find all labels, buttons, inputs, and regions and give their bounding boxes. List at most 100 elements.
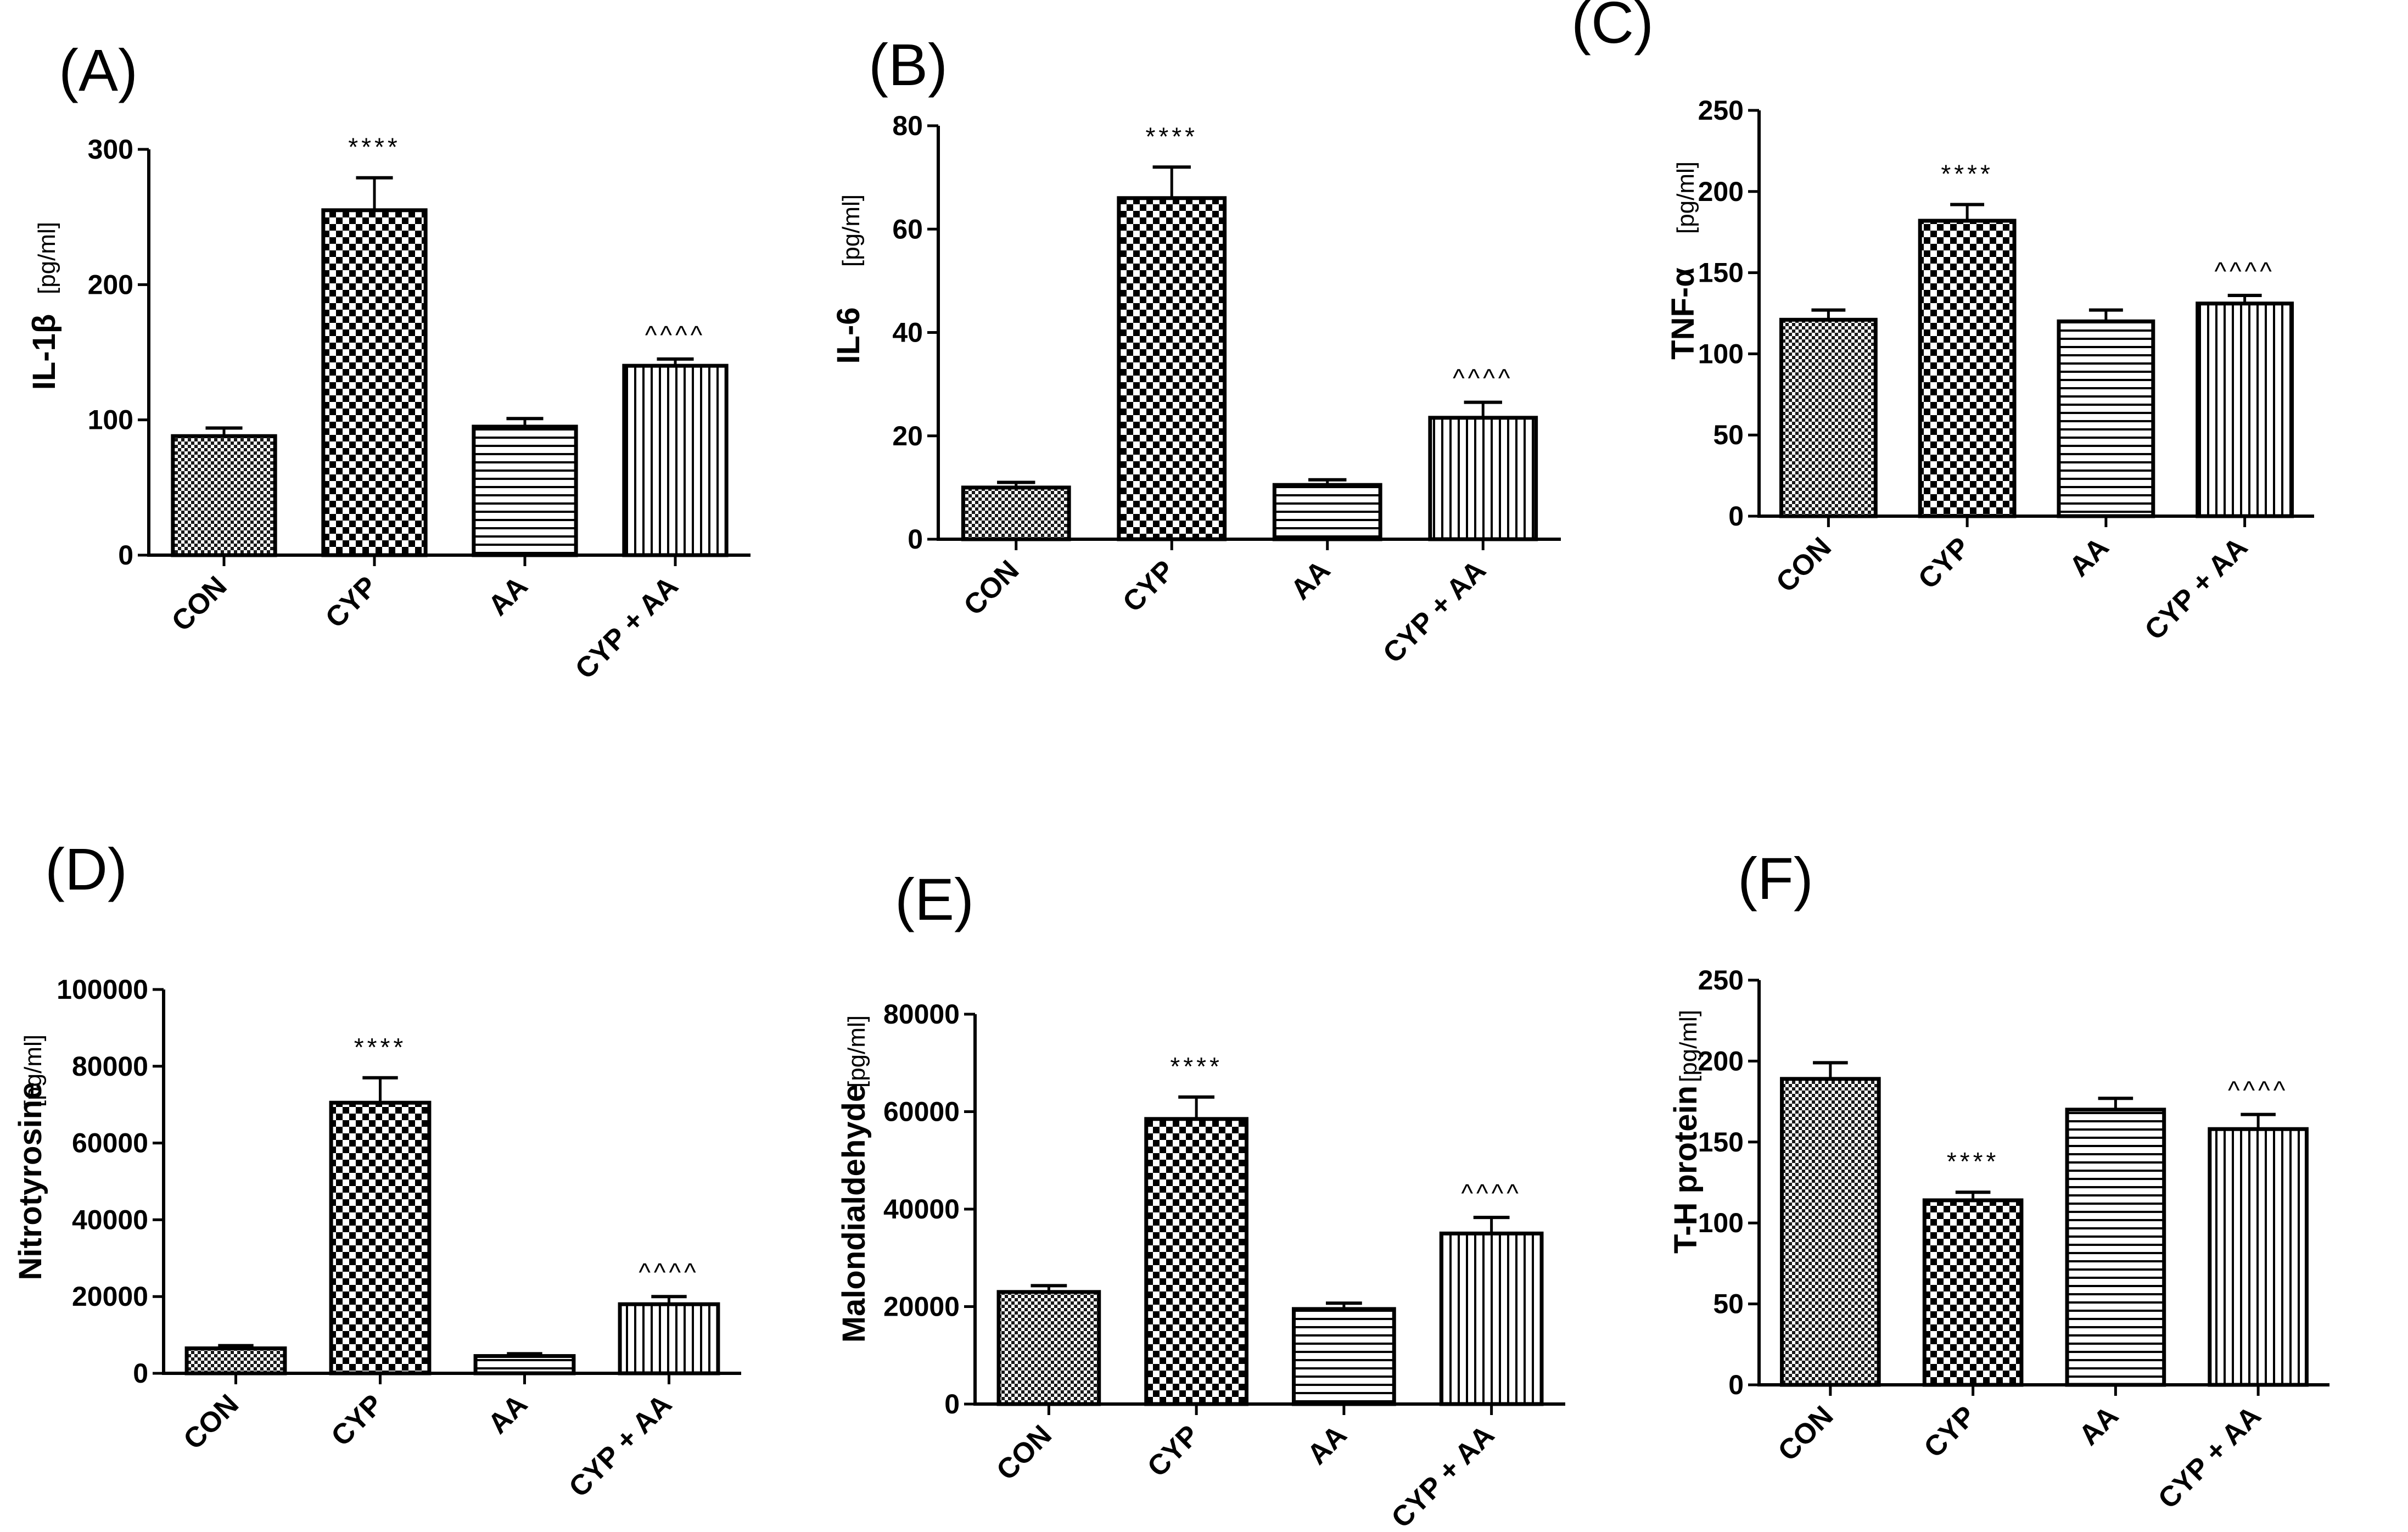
y-tick-label: 0 xyxy=(1728,501,1744,532)
x-tick-label: CYP xyxy=(1918,1400,1982,1464)
x-tick-label: AA xyxy=(2073,1400,2125,1451)
y-tick-label: 100000 xyxy=(57,974,148,1005)
bar-cyp-aa xyxy=(2196,301,2294,518)
significance-stars: **** xyxy=(1145,122,1198,150)
y-tick-label: 20000 xyxy=(883,1291,960,1322)
chart-panel-a: (A) IL-1β [pg/ml] 0 100 200 300 CON CYP **** AA CYP… xyxy=(26,37,751,685)
x-tick-label: AA xyxy=(2063,531,2115,583)
y-tick-label: 100 xyxy=(1698,1207,1744,1238)
significance-caret: ^^^^ xyxy=(645,321,705,349)
bar-cyp xyxy=(321,208,428,557)
significance-stars: **** xyxy=(1941,159,1993,188)
x-tick-label: CON xyxy=(177,1388,245,1456)
y-axis-unit: [pg/ml] xyxy=(838,194,865,267)
x-tick-label: CON xyxy=(958,554,1026,622)
y-axis-label: IL-1β xyxy=(26,314,62,390)
bar-cyp xyxy=(1117,196,1227,541)
bar-cyp-aa xyxy=(1428,416,1538,541)
y-tick-label: 200 xyxy=(1698,176,1744,207)
y-tick-label: 250 xyxy=(1698,965,1744,996)
significance-stars: **** xyxy=(1947,1147,2000,1176)
y-tick-label: 300 xyxy=(88,134,133,165)
significance-stars: **** xyxy=(348,133,401,161)
x-tick-label: CYP xyxy=(1912,531,1976,595)
y-axis-unit: [pg/ml] xyxy=(1675,1010,1702,1082)
y-tick-label: 60000 xyxy=(883,1097,960,1127)
x-tick-label: CYP xyxy=(1117,554,1181,618)
bar-aa xyxy=(472,424,578,557)
y-tick-label: 0 xyxy=(944,1389,960,1419)
panel-label: (C) xyxy=(1571,0,1654,55)
x-tick-label: CYP + AA xyxy=(569,570,685,685)
x-tick-label: AA xyxy=(1285,554,1336,606)
y-axis-unit: [pg/ml] xyxy=(1672,161,1699,234)
y-tick-label: 150 xyxy=(1698,1127,1744,1158)
bar-cyp xyxy=(1144,1117,1248,1406)
x-tick-label: CON xyxy=(1772,1400,1840,1467)
x-tick-label: CYP + AA xyxy=(563,1388,678,1503)
significance-caret: ^^^^ xyxy=(2214,257,2275,286)
x-tick-label: CYP + AA xyxy=(1377,554,1492,669)
x-tick-label: CON xyxy=(1770,531,1838,599)
y-tick-label: 20000 xyxy=(72,1281,148,1312)
bar-cyp-aa xyxy=(2208,1127,2309,1387)
bar-aa xyxy=(2065,1108,2166,1387)
significance-caret: ^^^^ xyxy=(639,1258,699,1287)
y-tick-label: 0 xyxy=(133,1358,148,1389)
y-tick-label: 250 xyxy=(1698,95,1744,126)
y-axis-label: Nitrotyrosine xyxy=(13,1082,48,1281)
bar-cyp xyxy=(1922,1198,2024,1387)
y-axis-unit: [pg/ml] xyxy=(843,1015,870,1088)
panel-label: (A) xyxy=(59,37,138,103)
bar-cyp-aa xyxy=(618,1302,720,1376)
panel-label: (F) xyxy=(1738,845,1813,912)
bar-aa xyxy=(1272,483,1382,541)
bar-con xyxy=(996,1290,1101,1406)
bar-aa xyxy=(473,1354,576,1376)
x-tick-label: CYP + AA xyxy=(2152,1400,2267,1515)
x-tick-label: AA xyxy=(482,1388,534,1440)
y-axis-label: IL-6 xyxy=(831,307,866,364)
y-tick-label: 80 xyxy=(892,110,923,141)
y-tick-label: 0 xyxy=(1728,1369,1744,1400)
y-tick-label: 0 xyxy=(908,524,923,555)
bar-con xyxy=(184,1346,287,1376)
significance-caret: ^^^^ xyxy=(2228,1076,2288,1105)
panel-label: (E) xyxy=(895,866,974,932)
y-tick-label: 100 xyxy=(1698,338,1744,369)
x-tick-label: CYP xyxy=(320,570,384,634)
y-tick-label: 50 xyxy=(1713,420,1744,450)
bar-aa xyxy=(1292,1307,1396,1406)
x-tick-label: CYP + AA xyxy=(2139,531,2254,646)
y-axis-label: TNF-α xyxy=(1665,267,1701,360)
bar-con xyxy=(1780,1077,1881,1387)
y-tick-label: 200 xyxy=(88,269,133,300)
x-tick-label: CON xyxy=(990,1419,1058,1486)
bar-con xyxy=(1779,317,1878,518)
y-axis-unit: [pg/ml] xyxy=(33,222,60,294)
panel-label: (D) xyxy=(45,836,127,902)
y-tick-label: 150 xyxy=(1698,258,1744,288)
panel-label: (B) xyxy=(869,31,948,98)
y-tick-label: 200 xyxy=(1698,1045,1744,1076)
bar-aa xyxy=(2057,319,2155,518)
y-tick-label: 40000 xyxy=(883,1194,960,1225)
bar-con xyxy=(961,485,1071,541)
y-tick-label: 50 xyxy=(1713,1289,1744,1319)
y-tick-label: 0 xyxy=(118,540,133,571)
significance-caret: ^^^^ xyxy=(1461,1179,1521,1207)
chart-panel-d: (D) Nitrotyrosine[pg/ml] 0 20000 40000 60000 8… xyxy=(13,836,741,1503)
bar-cyp xyxy=(1918,219,2017,518)
y-axis-unit: [pg/ml] xyxy=(20,1035,47,1107)
chart-panel-f: (F) T-H protein [pg/ml] 0 50 100 150 200 250 CON C… xyxy=(1668,845,2329,1515)
chart-panel-c: (C) TNF-α [pg/ml] 0 50 100 150 200 250 CON CYP ****… xyxy=(1571,0,2314,646)
chart-panel-b: (B) IL-6 [pg/ml] 0 20 40 60 80 CON CYP **** AA CYP +… xyxy=(831,31,1561,669)
x-tick-label: AA xyxy=(482,570,534,622)
y-tick-label: 40 xyxy=(892,317,923,348)
significance-stars: **** xyxy=(354,1033,407,1061)
x-tick-label: CYP xyxy=(1141,1419,1206,1483)
x-tick-label: CYP xyxy=(325,1388,389,1452)
chart-panel-e: (E) Malondialdehyde[pg/ml] 0 20000 40000 6000… xyxy=(836,866,1565,1532)
y-tick-label: 20 xyxy=(892,421,923,451)
